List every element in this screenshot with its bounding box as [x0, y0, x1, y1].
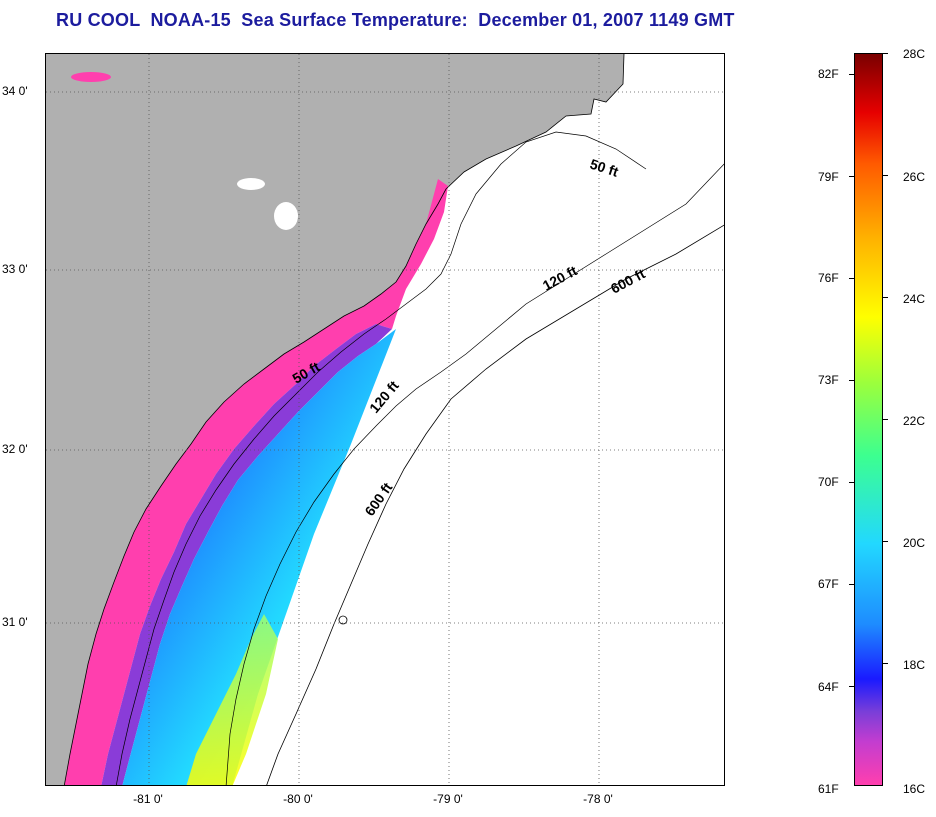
- sst-18-20c-swath: [122, 329, 396, 785]
- coastline: [63, 54, 625, 785]
- sst-22-24c-patch: [186, 614, 278, 785]
- lat-label-33: 33 0': [2, 262, 28, 276]
- colorbar-f-73: 73F: [818, 373, 839, 387]
- colorbar-tick: [883, 175, 888, 176]
- lon-label-79: -79 0': [433, 792, 463, 806]
- colorbar-f-61: 61F: [818, 782, 839, 796]
- sst-map[interactable]: 50 ft 120 ft 600 ft 50 ft 120 ft 600 ft: [45, 53, 725, 786]
- colorbar-c-22: 22C: [903, 414, 926, 428]
- contour-label-120ft: 120 ft: [540, 262, 580, 293]
- sst-map-canvas: 50 ft 120 ft 600 ft 50 ft 120 ft 600 ft: [46, 54, 724, 785]
- colorbar-tick: [883, 663, 888, 664]
- colorbar-tick: [849, 380, 854, 381]
- colorbar-f-76: 76F: [818, 271, 839, 285]
- colorbar-tick: [849, 278, 854, 279]
- colorbar-tick: [849, 74, 854, 75]
- lon-label-78: -78 0': [583, 792, 613, 806]
- colorbar-tick: [883, 419, 888, 420]
- colorbar-f-70: 70F: [818, 475, 839, 489]
- colorbar-c-18: 18C: [903, 658, 926, 672]
- colorbar-f-82: 82F: [818, 67, 839, 81]
- colorbar-tick: [849, 686, 854, 687]
- colorbar-f-79: 79F: [818, 170, 839, 184]
- colorbar-tick: [883, 53, 888, 54]
- sst-17c-band: [101, 324, 392, 785]
- graticule: [46, 54, 724, 785]
- colorbar-tick: [849, 482, 854, 483]
- temperature-colorbar: [854, 53, 883, 786]
- isobath-600ft: [266, 224, 724, 785]
- isobath-120ft: [225, 163, 724, 785]
- lat-label-32: 32 0': [2, 442, 28, 456]
- lat-label-34: 34 0': [2, 84, 28, 98]
- land-area: [46, 54, 624, 785]
- colorbar-c-24: 24C: [903, 292, 926, 306]
- lon-label-80: -80 0': [283, 792, 313, 806]
- colorbar-c-28: 28C: [903, 47, 926, 61]
- colorbar-tick: [883, 541, 888, 542]
- colorbar-c-20: 20C: [903, 536, 926, 550]
- colorbar-c-26: 26C: [903, 170, 926, 184]
- colorbar-c-16: 16C: [903, 782, 926, 796]
- inland-lake: [71, 72, 111, 82]
- contour-label-600ft-south: 600 ft: [361, 479, 395, 518]
- inland-lake: [274, 202, 298, 230]
- colorbar-tick: [849, 584, 854, 585]
- isobath-50ft: [116, 131, 647, 785]
- colorbar-f-67: 67F: [818, 577, 839, 591]
- contour-label-50ft: 50 ft: [588, 156, 621, 180]
- colorbar-tick: [849, 176, 854, 177]
- colorbar-f-64: 64F: [818, 680, 839, 694]
- map-title: RU COOL NOAA-15 Sea Surface Temperature:…: [56, 10, 735, 30]
- colorbar-tick: [883, 297, 888, 298]
- contour-label-600ft: 600 ft: [608, 265, 648, 296]
- lat-label-31: 31 0': [2, 615, 28, 629]
- seamount-contour: [338, 615, 348, 625]
- lon-label-81: -81 0': [133, 792, 163, 806]
- sst-16c-band: [64, 179, 448, 785]
- inland-lake: [237, 178, 265, 190]
